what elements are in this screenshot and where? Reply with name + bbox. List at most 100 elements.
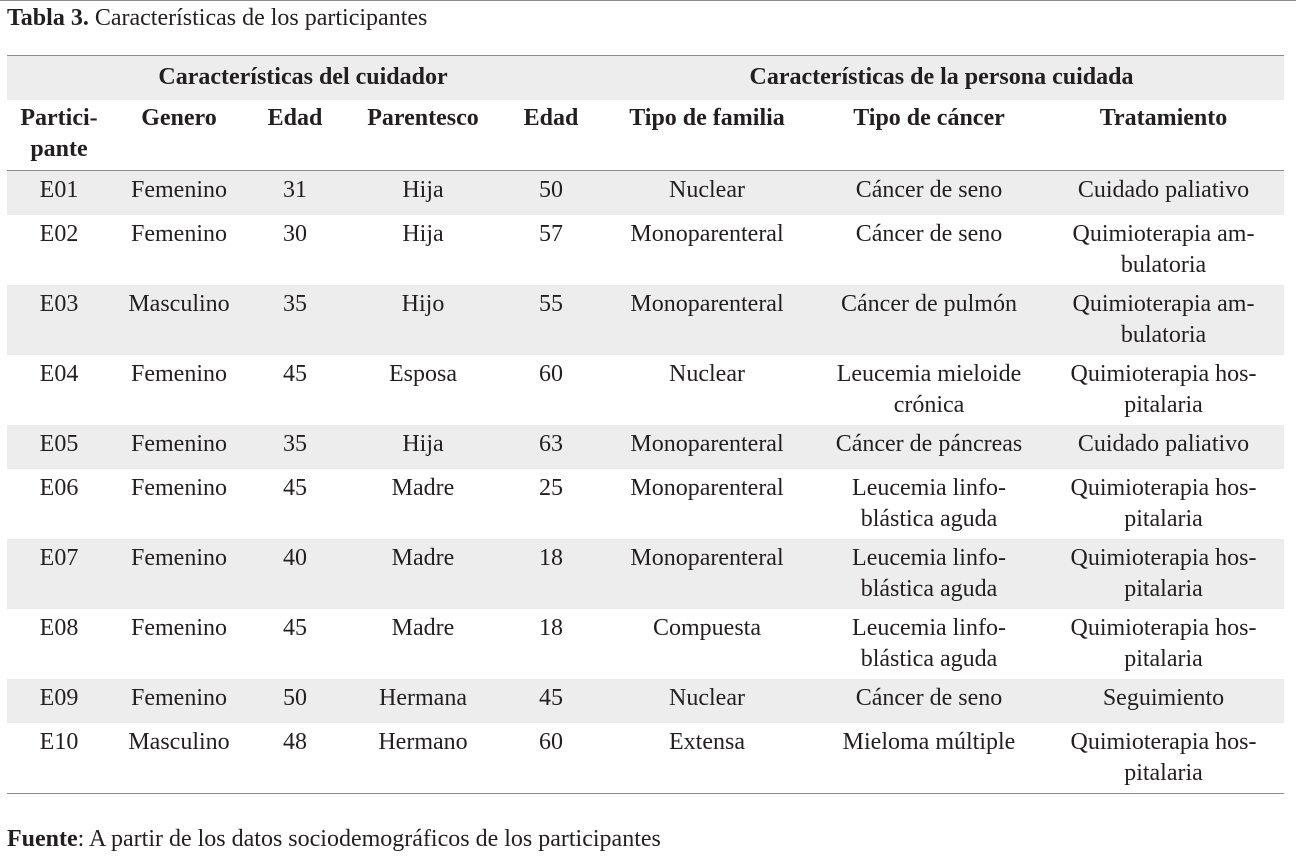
cell-gender: Femenino bbox=[131, 475, 227, 501]
cell-relationship: Madre bbox=[391, 545, 455, 571]
cell-family-type: Compuesta bbox=[653, 615, 761, 641]
cell-patient-age: 60 bbox=[539, 729, 563, 755]
cell-patient-age: 18 bbox=[539, 615, 563, 641]
cell-caregiver-age: 35 bbox=[283, 291, 307, 317]
group-header-row: Características del cuidador Característ… bbox=[7, 56, 1284, 100]
column-header-family-type: Tipo de familia bbox=[629, 105, 785, 131]
cell-treatment: Cuidado paliativo bbox=[1077, 177, 1250, 203]
cell-caregiver-age: 48 bbox=[283, 729, 307, 755]
cell-gender: Masculino bbox=[128, 291, 230, 317]
cell-patient-age: 25 bbox=[539, 475, 563, 501]
cell-cancer-type: Leucemia linfo-blástica aguda bbox=[852, 545, 1006, 602]
cell-family-type: Extensa bbox=[669, 729, 745, 755]
cell-relationship: Hermana bbox=[379, 685, 467, 711]
cell-participant: E05 bbox=[39, 431, 79, 457]
cell-relationship: Hija bbox=[402, 177, 444, 203]
table-bottom-rule bbox=[7, 793, 1284, 794]
cell-treatment: Quimioterapia am-bulatoria bbox=[1072, 221, 1255, 278]
cell-cancer-type: Cáncer de seno bbox=[855, 177, 1003, 203]
cell-relationship: Madre bbox=[391, 475, 455, 501]
column-header-gender: Genero bbox=[141, 105, 217, 131]
table-row: E04 Femenino 45 Esposa 60 Nuclear Leucemia mie… bbox=[7, 355, 1284, 425]
group-header-patient: Características de la persona cuidada bbox=[749, 64, 1134, 90]
cell-cancer-type: Mieloma múltiple bbox=[842, 729, 1016, 755]
cell-patient-age: 18 bbox=[539, 545, 563, 571]
cell-treatment: Quimioterapia hos-pitalaria bbox=[1070, 475, 1257, 532]
cell-participant: E06 bbox=[39, 475, 79, 501]
table-row: E07 Femenino 40 Madre 18 Monoparenteral Leucem… bbox=[7, 539, 1284, 609]
cell-relationship: Esposa bbox=[389, 361, 457, 387]
cell-participant: E03 bbox=[39, 291, 79, 317]
cell-treatment: Quimioterapia hos-pitalaria bbox=[1070, 615, 1257, 672]
table-row: E08 Femenino 45 Madre 18 Compuesta Leucemia li… bbox=[7, 609, 1284, 679]
cell-family-type: Nuclear bbox=[669, 177, 745, 203]
cell-treatment: Seguimiento bbox=[1102, 685, 1225, 711]
cell-family-type: Monoparenteral bbox=[630, 545, 784, 571]
table-source-note: Fuente: A partir de los datos sociodemog… bbox=[7, 824, 661, 854]
cell-treatment: Quimioterapia hos-pitalaria bbox=[1070, 361, 1257, 418]
cell-caregiver-age: 50 bbox=[283, 685, 307, 711]
cell-patient-age: 45 bbox=[539, 685, 563, 711]
cell-family-type: Monoparenteral bbox=[630, 291, 784, 317]
cell-patient-age: 60 bbox=[539, 361, 563, 387]
cell-caregiver-age: 30 bbox=[283, 221, 307, 247]
cell-patient-age: 57 bbox=[539, 221, 563, 247]
cell-participant: E04 bbox=[39, 361, 79, 387]
table-body: E01 Femenino 31 Hija 50 Nuclear Cáncer de seno… bbox=[7, 171, 1284, 793]
cell-participant: E07 bbox=[39, 545, 79, 571]
cell-treatment: Quimioterapia am-bulatoria bbox=[1072, 291, 1255, 348]
column-header-cancer-type: Tipo de cáncer bbox=[853, 105, 1005, 131]
cell-cancer-type: Cáncer de seno bbox=[855, 221, 1003, 247]
column-header-row: Partici-pante Genero Edad Parentesco Edad Tip… bbox=[7, 100, 1284, 170]
cell-gender: Femenino bbox=[131, 615, 227, 641]
cell-caregiver-age: 40 bbox=[283, 545, 307, 571]
cell-cancer-type: Cáncer de seno bbox=[855, 685, 1003, 711]
caption-label: Tabla 3. bbox=[7, 5, 89, 31]
column-header-patient-age: Edad bbox=[523, 105, 579, 131]
cell-patient-age: 50 bbox=[539, 177, 563, 203]
group-header-caregiver: Características del cuidador bbox=[158, 64, 448, 90]
cell-participant: E09 bbox=[39, 685, 79, 711]
cell-cancer-type: Leucemia mieloide crónica bbox=[836, 361, 1022, 418]
cell-caregiver-age: 31 bbox=[283, 177, 307, 203]
cell-family-type: Nuclear bbox=[669, 685, 745, 711]
table-row: E05 Femenino 35 Hija 63 Monoparenteral Cáncer … bbox=[7, 425, 1284, 469]
cell-cancer-type: Leucemia linfo-blástica aguda bbox=[852, 475, 1006, 532]
cell-caregiver-age: 45 bbox=[283, 615, 307, 641]
table-row: E01 Femenino 31 Hija 50 Nuclear Cáncer de seno… bbox=[7, 171, 1284, 215]
cell-caregiver-age: 45 bbox=[283, 475, 307, 501]
cell-patient-age: 55 bbox=[539, 291, 563, 317]
cell-family-type: Monoparenteral bbox=[630, 475, 784, 501]
cell-caregiver-age: 45 bbox=[283, 361, 307, 387]
table-caption: Tabla 3. Características de los particip… bbox=[7, 4, 427, 32]
table-top-rule bbox=[7, 55, 1284, 56]
table-row: E06 Femenino 45 Madre 25 Monoparenteral Leucem… bbox=[7, 469, 1284, 539]
cell-patient-age: 63 bbox=[539, 431, 563, 457]
cell-treatment: Quimioterapia hos-pitalaria bbox=[1070, 729, 1257, 786]
cell-gender: Femenino bbox=[131, 685, 227, 711]
cell-gender: Femenino bbox=[131, 361, 227, 387]
cell-cancer-type: Cáncer de pulmón bbox=[841, 291, 1017, 317]
cell-gender: Femenino bbox=[131, 545, 227, 571]
caption-text: Características de los participantes bbox=[94, 5, 428, 31]
column-header-relationship: Parentesco bbox=[367, 105, 479, 131]
cell-gender: Femenino bbox=[131, 177, 227, 203]
cell-treatment: Cuidado paliativo bbox=[1077, 431, 1250, 457]
source-label: Fuente bbox=[7, 826, 78, 852]
cell-family-type: Monoparenteral bbox=[630, 221, 784, 247]
cell-relationship: Madre bbox=[391, 615, 455, 641]
cell-cancer-type: Cáncer de páncreas bbox=[835, 431, 1023, 457]
column-header-treatment: Tratamiento bbox=[1099, 105, 1228, 131]
cell-relationship: Hermano bbox=[378, 729, 468, 755]
cell-participant: E08 bbox=[39, 615, 79, 641]
table-row: E03 Masculino 35 Hijo 55 Monoparenteral Cáncer… bbox=[7, 285, 1284, 355]
cell-family-type: Nuclear bbox=[669, 361, 745, 387]
cell-relationship: Hija bbox=[402, 221, 444, 247]
cell-caregiver-age: 35 bbox=[283, 431, 307, 457]
cell-cancer-type: Leucemia linfo-blástica aguda bbox=[852, 615, 1006, 672]
cell-relationship: Hija bbox=[402, 431, 444, 457]
column-header-participant: Partici-pante bbox=[20, 105, 98, 162]
cell-relationship: Hijo bbox=[401, 291, 445, 317]
column-header-caregiver-age: Edad bbox=[267, 105, 323, 131]
